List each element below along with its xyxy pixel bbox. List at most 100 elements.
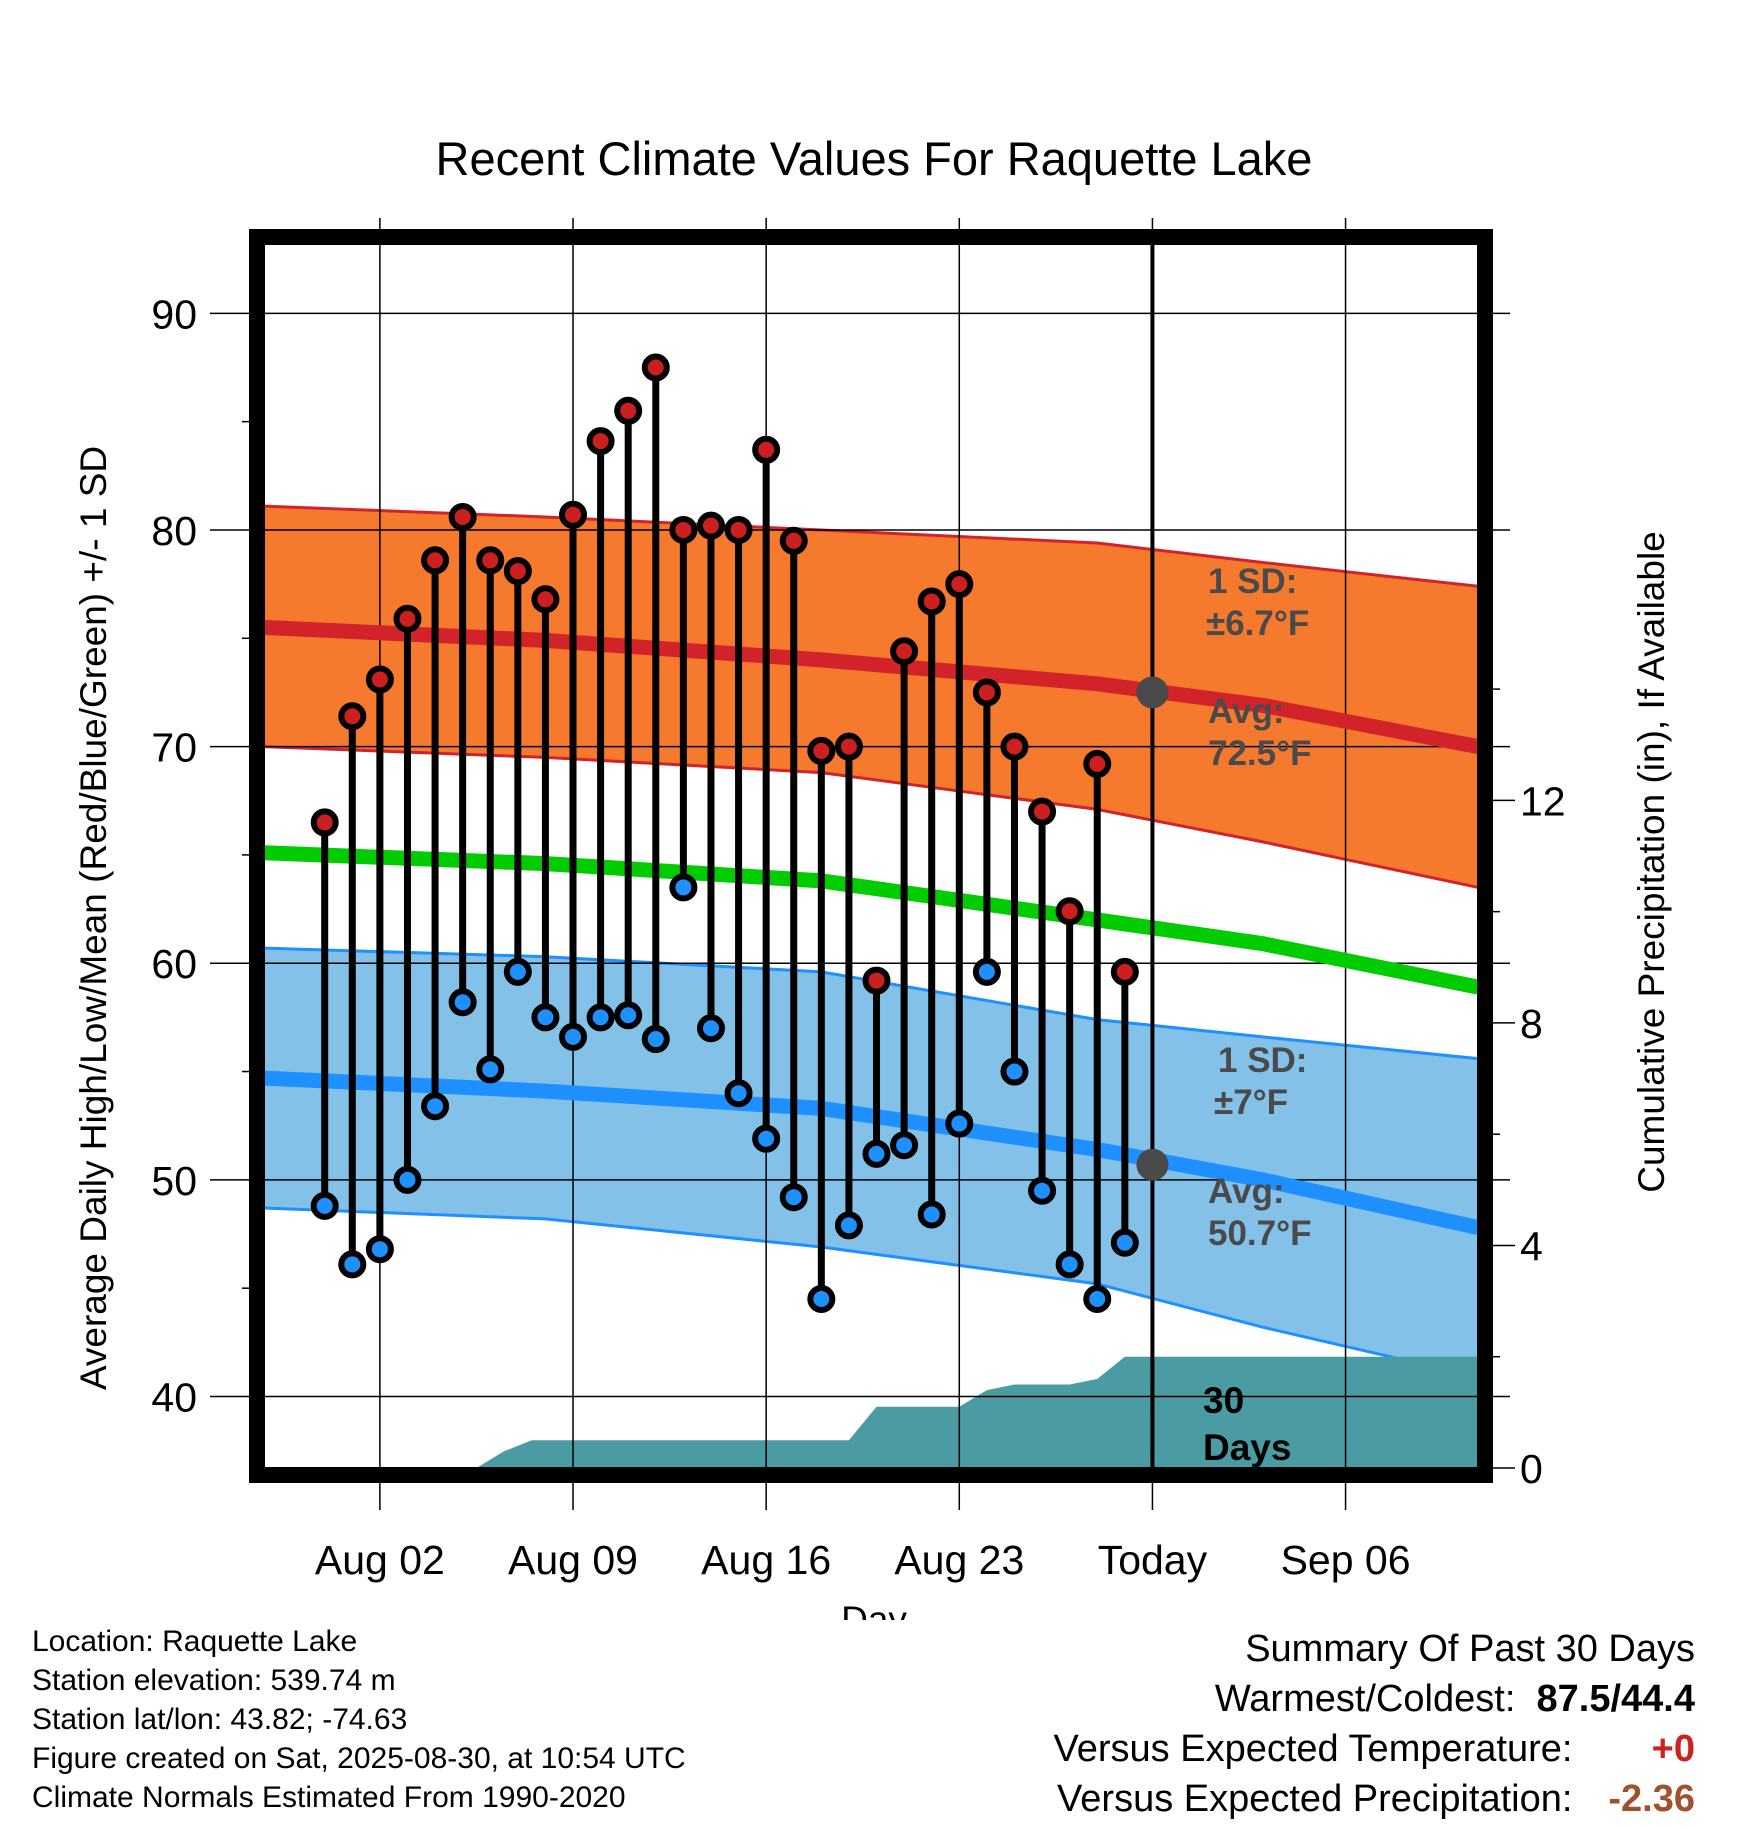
daily-low-point <box>338 1250 367 1279</box>
daily-low-point <box>752 1124 781 1153</box>
daily-high-point <box>1000 732 1029 761</box>
y-tick-label: 90 <box>151 291 197 337</box>
daily-high-point <box>559 500 588 529</box>
y-tick-label: 40 <box>151 1375 197 1421</box>
x-tick-label: Today <box>1098 1537 1208 1583</box>
daily-high-point <box>834 732 863 761</box>
plot-frame <box>249 229 1493 1483</box>
x-tick-label: Aug 02 <box>315 1537 445 1583</box>
daily-low-point <box>531 1003 560 1032</box>
daily-high-point <box>890 637 919 666</box>
today-avg-low-marker <box>1136 1148 1169 1181</box>
daily-low-point <box>890 1131 919 1160</box>
y2-axis-label: Cumulative Precipitation (in), If Availa… <box>1631 531 1672 1193</box>
high-avg-label: Avg: <box>1208 692 1284 731</box>
daily-high-point <box>1110 957 1139 986</box>
daily-high-point <box>807 736 836 765</box>
x-tick-label: Aug 09 <box>508 1537 638 1583</box>
daily-low-point <box>1110 1228 1139 1257</box>
summary-panel: Summary Of Past 30 Days Warmest/Coldest:… <box>1054 1624 1695 1824</box>
daily-high-point <box>421 546 450 575</box>
high-sd-value: ±6.7°F <box>1206 604 1309 643</box>
daily-high-point <box>531 585 560 614</box>
daily-low-point <box>807 1285 836 1314</box>
daily-high-point <box>862 966 891 995</box>
daily-high-point <box>393 604 422 633</box>
summary-heading: Summary Of Past 30 Days <box>1245 1628 1695 1670</box>
high-avg-value: 72.5°F <box>1208 734 1312 773</box>
low-sd-label: 1 SD: <box>1218 1041 1307 1080</box>
daily-low-point <box>614 1001 643 1030</box>
daily-high-point <box>945 570 974 599</box>
x-tick-label: Aug 23 <box>894 1537 1024 1583</box>
summary-warm-cold: Warmest/Coldest: 87.5/44.4 <box>1054 1674 1695 1724</box>
daily-low-point <box>779 1183 808 1212</box>
daily-low-point <box>476 1055 505 1084</box>
y-axis-label: Average Daily High/Low/Mean (Red/Blue/Gr… <box>73 446 114 1390</box>
y2-tick-label: 8 <box>1520 1001 1543 1047</box>
daily-low-point <box>448 988 477 1017</box>
y2-tick-label: 4 <box>1520 1223 1543 1269</box>
elevation-text: Station elevation: 539.74 m <box>32 1664 396 1697</box>
chart-title: Recent Climate Values For Raquette Lake <box>436 132 1313 185</box>
summary-temp: Versus Expected Temperature: +0 <box>1054 1724 1695 1774</box>
daily-high-point <box>752 435 781 464</box>
latlon-text: Station lat/lon: 43.82; -74.63 <box>32 1703 408 1736</box>
temp-label: Versus Expected Temperature: <box>1053 1728 1573 1770</box>
low-avg-value: 50.7°F <box>1208 1214 1312 1253</box>
climate-chart: Recent Climate Values For Raquette Lake … <box>73 132 1672 1620</box>
y-tick-label: 80 <box>151 508 197 554</box>
daily-high-point <box>917 587 946 616</box>
y2-tick-label: 12 <box>1520 778 1566 824</box>
daily-low-point <box>724 1079 753 1108</box>
x-tick-label: Sep 06 <box>1281 1537 1411 1583</box>
daily-low-point <box>310 1191 339 1220</box>
plot-clip-group <box>264 244 1478 1468</box>
created-text: Figure created on Sat, 2025-08-30, at 10… <box>32 1742 686 1775</box>
daily-high-point <box>365 665 394 694</box>
daily-high-point <box>779 526 808 555</box>
daily-low-point <box>696 1014 725 1043</box>
daily-high-point <box>641 353 670 382</box>
daily-low-point <box>503 957 532 986</box>
station-info: Location: Raquette Lake Station elevatio… <box>32 1622 686 1817</box>
daily-high-point <box>1083 749 1112 778</box>
daily-low-point <box>917 1200 946 1229</box>
daily-high-point <box>1055 897 1084 926</box>
daily-high-point <box>1028 797 1057 826</box>
daily-low-point <box>586 1003 615 1032</box>
high-sd-band <box>264 506 1478 888</box>
x-tick-label: Aug 16 <box>701 1537 831 1583</box>
warm-cold-value: 87.5/44.4 <box>1536 1678 1695 1720</box>
daily-low-point <box>1000 1057 1029 1086</box>
y-tick-label: 50 <box>151 1158 197 1204</box>
daily-high-point <box>696 511 725 540</box>
daily-high-point <box>310 808 339 837</box>
y-tick-label: 60 <box>151 941 197 987</box>
daily-high-point <box>338 702 367 731</box>
daily-low-point <box>1028 1176 1057 1205</box>
daily-low-point <box>421 1092 450 1121</box>
precip-days-label: 30 <box>1203 1380 1244 1421</box>
y-tick-label: 70 <box>151 725 197 771</box>
daily-high-point <box>476 546 505 575</box>
daily-low-point <box>669 873 698 902</box>
precip-area <box>264 1356 1478 1468</box>
normals-text: Climate Normals Estimated From 1990-2020 <box>32 1781 626 1814</box>
warm-cold-label: Warmest/Coldest: <box>1214 1678 1516 1720</box>
precip-days-label: Days <box>1203 1427 1291 1468</box>
daily-low-point <box>365 1235 394 1264</box>
precip-value: -2.36 <box>1608 1778 1695 1820</box>
daily-low-point <box>834 1211 863 1240</box>
axes: Aug 02 Aug 09 Aug 16 Aug 23 Today Sep 06 40 50 6… <box>151 229 1566 1583</box>
temp-value: +0 <box>1651 1728 1695 1770</box>
summary-precip: Versus Expected Precipitation: -2.36 <box>1054 1774 1695 1824</box>
location-text: Location: Raquette Lake <box>32 1625 358 1658</box>
daily-low-point <box>393 1165 422 1194</box>
daily-low-point <box>945 1109 974 1138</box>
today-avg-high-marker <box>1136 676 1169 709</box>
daily-low-point <box>641 1025 670 1054</box>
low-sd-value: ±7°F <box>1214 1083 1288 1122</box>
high-sd-label: 1 SD: <box>1208 562 1297 601</box>
